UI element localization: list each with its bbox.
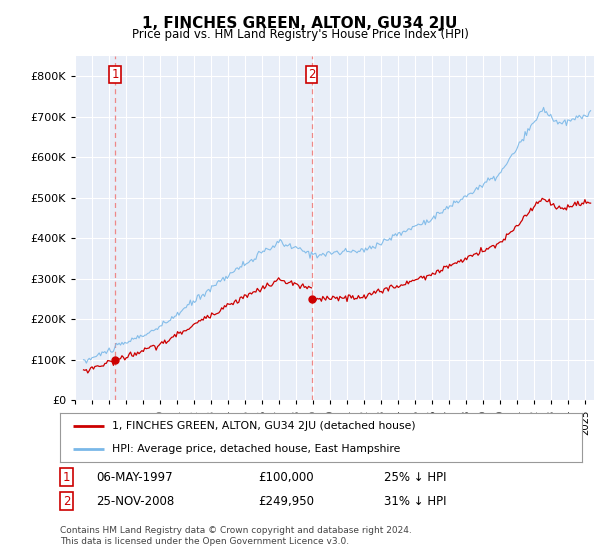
Text: 1: 1 [63,470,71,484]
Text: 2: 2 [308,68,315,81]
Text: £249,950: £249,950 [258,494,314,508]
Text: 25% ↓ HPI: 25% ↓ HPI [384,470,446,484]
Text: HPI: Average price, detached house, East Hampshire: HPI: Average price, detached house, East… [112,444,401,454]
Text: 06-MAY-1997: 06-MAY-1997 [96,470,173,484]
Text: 31% ↓ HPI: 31% ↓ HPI [384,494,446,508]
Text: 2: 2 [63,494,71,508]
Text: 1, FINCHES GREEN, ALTON, GU34 2JU (detached house): 1, FINCHES GREEN, ALTON, GU34 2JU (detac… [112,421,416,431]
Text: Price paid vs. HM Land Registry's House Price Index (HPI): Price paid vs. HM Land Registry's House … [131,28,469,41]
Text: 1: 1 [111,68,119,81]
Text: 25-NOV-2008: 25-NOV-2008 [96,494,174,508]
Text: Contains HM Land Registry data © Crown copyright and database right 2024.
This d: Contains HM Land Registry data © Crown c… [60,526,412,546]
Text: 1, FINCHES GREEN, ALTON, GU34 2JU: 1, FINCHES GREEN, ALTON, GU34 2JU [142,16,458,31]
Text: £100,000: £100,000 [258,470,314,484]
